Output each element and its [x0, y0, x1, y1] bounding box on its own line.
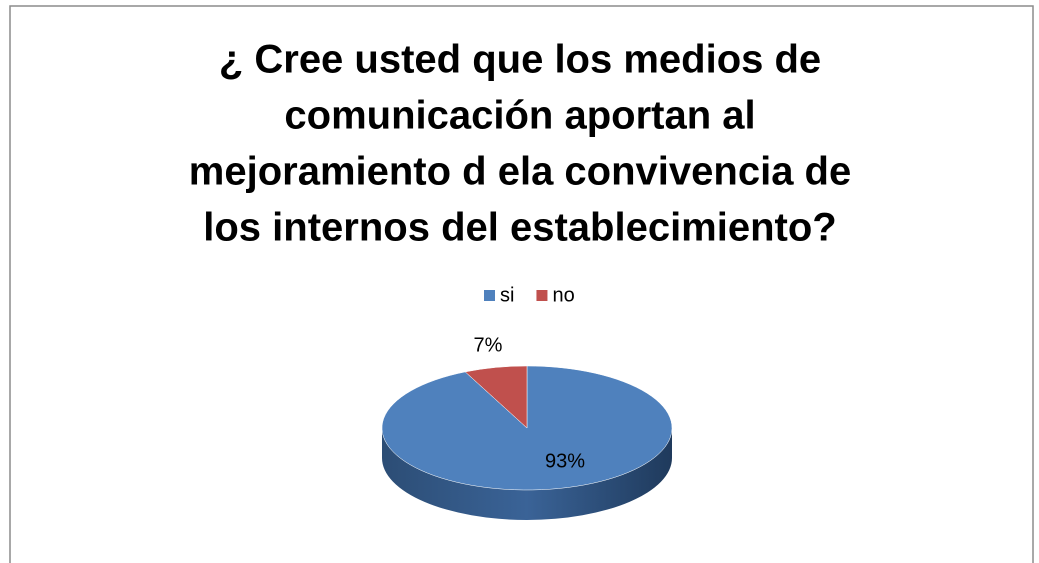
chart-title: mejoramiento d ela convivencia de [189, 150, 851, 194]
pie-slice [464, 365, 528, 429]
legend-label: si [500, 284, 514, 306]
data-label: 7% [474, 334, 503, 356]
chart-title: comunicación aportan al [284, 94, 755, 138]
chart-title: los internos del establecimiento? [203, 206, 836, 250]
legend-swatch [536, 290, 548, 301]
legend-swatch [484, 290, 495, 301]
data-label: 93% [545, 450, 585, 472]
legend-label: no [552, 284, 574, 306]
pie-side [382, 428, 672, 520]
chart-border [9, 5, 1034, 563]
chart-title: ¿ Cree usted que los medios de [219, 38, 821, 82]
